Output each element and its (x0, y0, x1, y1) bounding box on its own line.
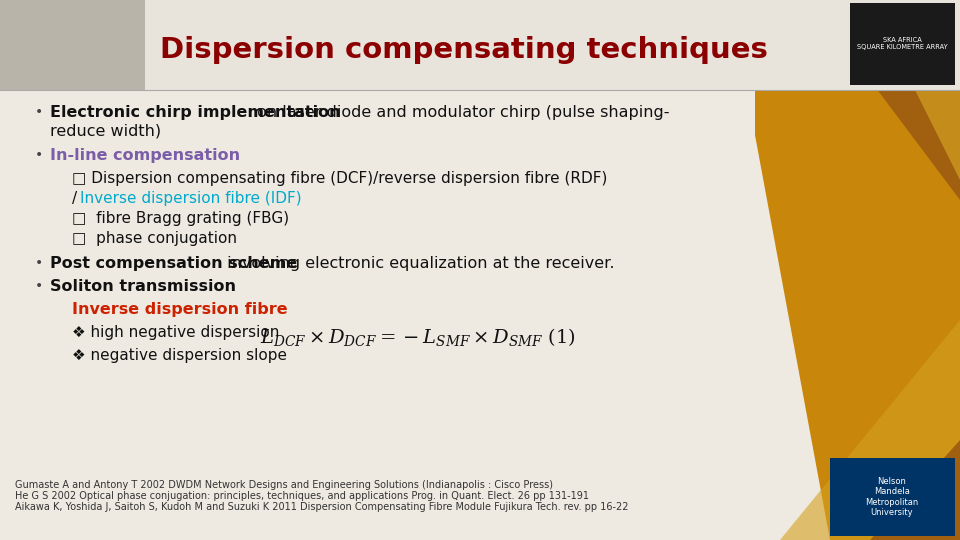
Text: ❖ high negative dispersion: ❖ high negative dispersion (72, 325, 279, 340)
Text: Nelson
Mandela
Metropolitan
University: Nelson Mandela Metropolitan University (865, 477, 919, 517)
Text: Aikawa K, Yoshida J, Saitoh S, Kudoh M and Suzuki K 2011 Dispersion Compensating: Aikawa K, Yoshida J, Saitoh S, Kudoh M a… (15, 502, 629, 512)
Text: $L_{DCF} \times D_{DCF} = -L_{SMF} \times D_{SMF}\ (1)$: $L_{DCF} \times D_{DCF} = -L_{SMF} \time… (260, 326, 576, 348)
FancyBboxPatch shape (830, 458, 955, 536)
Text: on laser diode and modulator chirp (pulse shaping-: on laser diode and modulator chirp (puls… (252, 105, 669, 120)
Text: •: • (35, 279, 43, 293)
Text: Post compensation scheme: Post compensation scheme (50, 256, 298, 271)
Text: He G S 2002 Optical phase conjugation: principles, techniques, and applications : He G S 2002 Optical phase conjugation: p… (15, 491, 589, 501)
Text: Gumaste A and Antony T 2002 DWDM Network Designs and Engineering Solutions (Indi: Gumaste A and Antony T 2002 DWDM Network… (15, 480, 553, 490)
Polygon shape (780, 320, 960, 540)
Text: involving electronic equalization at the receiver.: involving electronic equalization at the… (222, 256, 614, 271)
Text: reduce width): reduce width) (50, 124, 161, 139)
Polygon shape (810, 0, 960, 200)
FancyBboxPatch shape (850, 3, 955, 85)
Polygon shape (760, 0, 960, 180)
Text: •: • (35, 256, 43, 270)
Text: Electronic chirp implementation: Electronic chirp implementation (50, 105, 341, 120)
Text: •: • (35, 148, 43, 162)
Text: □  fibre Bragg grating (FBG): □ fibre Bragg grating (FBG) (72, 211, 289, 226)
Polygon shape (730, 0, 960, 540)
Text: /: / (72, 191, 77, 206)
Text: □  phase conjugation: □ phase conjugation (72, 231, 237, 246)
Text: •: • (35, 105, 43, 119)
FancyBboxPatch shape (0, 0, 960, 90)
Text: □ Dispersion compensating fibre (DCF)/reverse dispersion fibre (RDF): □ Dispersion compensating fibre (DCF)/re… (72, 171, 608, 186)
Text: ❖ negative dispersion slope: ❖ negative dispersion slope (72, 348, 287, 363)
Text: Soliton transmission: Soliton transmission (50, 279, 236, 294)
FancyBboxPatch shape (0, 0, 755, 540)
Text: SKA AFRICA
SQUARE KILOMETRE ARRAY: SKA AFRICA SQUARE KILOMETRE ARRAY (856, 37, 948, 51)
Text: In-line compensation: In-line compensation (50, 148, 240, 163)
Text: Dispersion compensating techniques: Dispersion compensating techniques (160, 36, 768, 64)
Text: Inverse dispersion fibre (IDF): Inverse dispersion fibre (IDF) (80, 191, 301, 206)
FancyBboxPatch shape (0, 0, 145, 90)
Text: Inverse dispersion fibre: Inverse dispersion fibre (72, 302, 288, 317)
Polygon shape (870, 440, 960, 540)
